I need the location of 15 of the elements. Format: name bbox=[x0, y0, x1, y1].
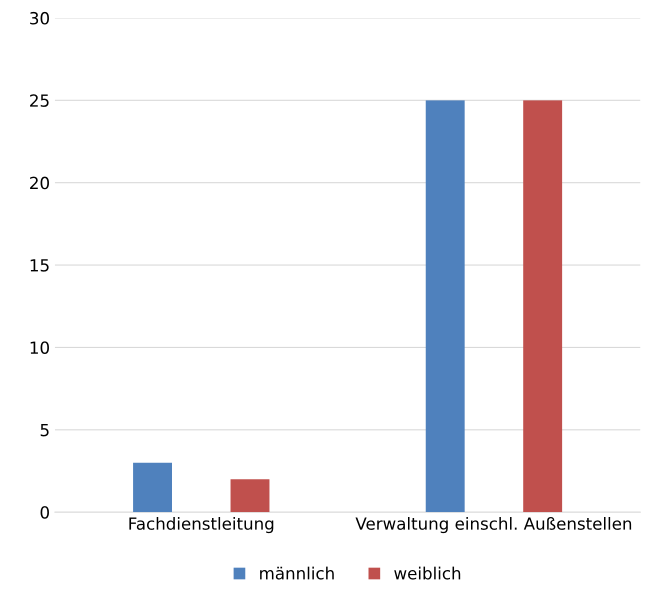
y-tick-label: 15 bbox=[30, 259, 49, 272]
legend-label: weiblich bbox=[394, 566, 460, 580]
x-tick-label: Fachdienstleitung bbox=[129, 517, 274, 534]
y-tick-label: 25 bbox=[30, 94, 49, 107]
y-tick-label: 10 bbox=[30, 341, 49, 354]
x-tick-label: Verwaltung einschl. Außenstellen bbox=[355, 517, 632, 534]
y-tick-label: 5 bbox=[40, 424, 49, 436]
y-tick-label: 30 bbox=[30, 12, 49, 25]
legend-label: männlich bbox=[260, 566, 334, 580]
bar bbox=[426, 100, 465, 512]
bar bbox=[230, 479, 270, 512]
y-tick-label: 0 bbox=[40, 506, 49, 519]
y-tick-label: 20 bbox=[30, 176, 49, 190]
bar bbox=[523, 100, 562, 512]
bar bbox=[133, 462, 172, 512]
